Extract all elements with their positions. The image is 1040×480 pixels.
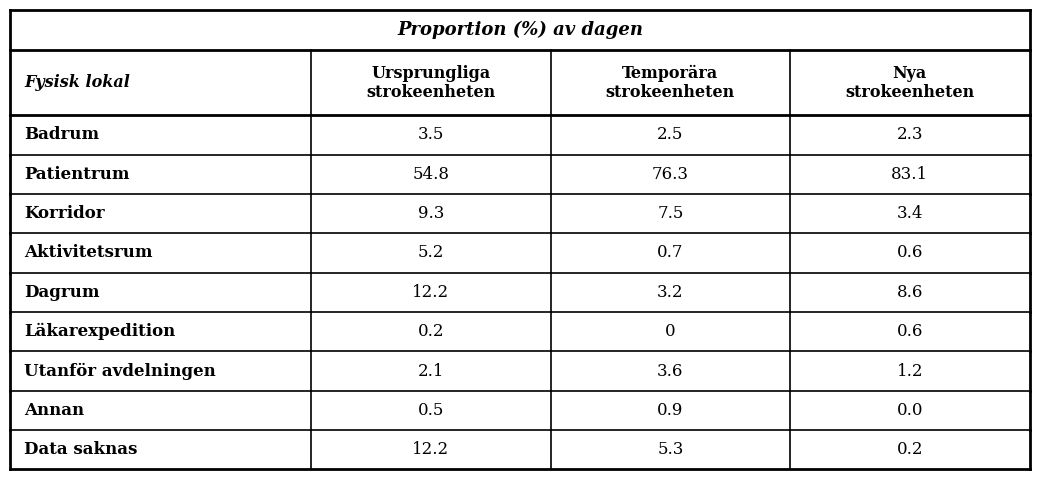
Text: 0: 0 — [665, 323, 676, 340]
Text: 3.5: 3.5 — [418, 126, 444, 144]
Text: 3.2: 3.2 — [657, 284, 683, 301]
Text: 83.1: 83.1 — [891, 166, 929, 183]
Text: 3.4: 3.4 — [896, 205, 924, 222]
Text: 12.2: 12.2 — [412, 441, 449, 458]
Text: Proportion (%) av dagen: Proportion (%) av dagen — [397, 21, 643, 39]
Text: Ursprungliga
strokeenheten: Ursprungliga strokeenheten — [366, 64, 495, 101]
Text: 2.1: 2.1 — [418, 362, 444, 380]
Text: Data saknas: Data saknas — [24, 441, 137, 458]
Text: Aktivitetsrum: Aktivitetsrum — [24, 244, 153, 262]
Text: 9.3: 9.3 — [418, 205, 444, 222]
Text: Badrum: Badrum — [24, 126, 99, 144]
Text: 12.2: 12.2 — [412, 284, 449, 301]
Text: 5.3: 5.3 — [657, 441, 683, 458]
Text: Dagrum: Dagrum — [24, 284, 100, 301]
Text: 8.6: 8.6 — [896, 284, 924, 301]
Text: 0.6: 0.6 — [896, 244, 924, 262]
Text: Patientrum: Patientrum — [24, 166, 129, 183]
Text: Annan: Annan — [24, 402, 84, 419]
Text: 0.2: 0.2 — [896, 441, 924, 458]
Text: 2.3: 2.3 — [896, 126, 924, 144]
Text: 0.7: 0.7 — [657, 244, 683, 262]
Text: 0.6: 0.6 — [896, 323, 924, 340]
Text: Utanför avdelningen: Utanför avdelningen — [24, 362, 215, 380]
Text: Läkarexpedition: Läkarexpedition — [24, 323, 175, 340]
Text: 0.2: 0.2 — [418, 323, 444, 340]
Text: 54.8: 54.8 — [412, 166, 449, 183]
Text: 1.2: 1.2 — [896, 362, 924, 380]
Text: 2.5: 2.5 — [657, 126, 683, 144]
Text: 0.9: 0.9 — [657, 402, 683, 419]
Text: 3.6: 3.6 — [657, 362, 683, 380]
Text: 7.5: 7.5 — [657, 205, 683, 222]
Text: 76.3: 76.3 — [652, 166, 688, 183]
Text: 0.0: 0.0 — [896, 402, 924, 419]
Text: Fysisk lokal: Fysisk lokal — [24, 74, 130, 91]
Text: 0.5: 0.5 — [418, 402, 444, 419]
Text: Temporära
strokeenheten: Temporära strokeenheten — [605, 64, 735, 101]
Text: 5.2: 5.2 — [418, 244, 444, 262]
Text: Nya
strokeenheten: Nya strokeenheten — [846, 64, 974, 101]
Text: Korridor: Korridor — [24, 205, 105, 222]
